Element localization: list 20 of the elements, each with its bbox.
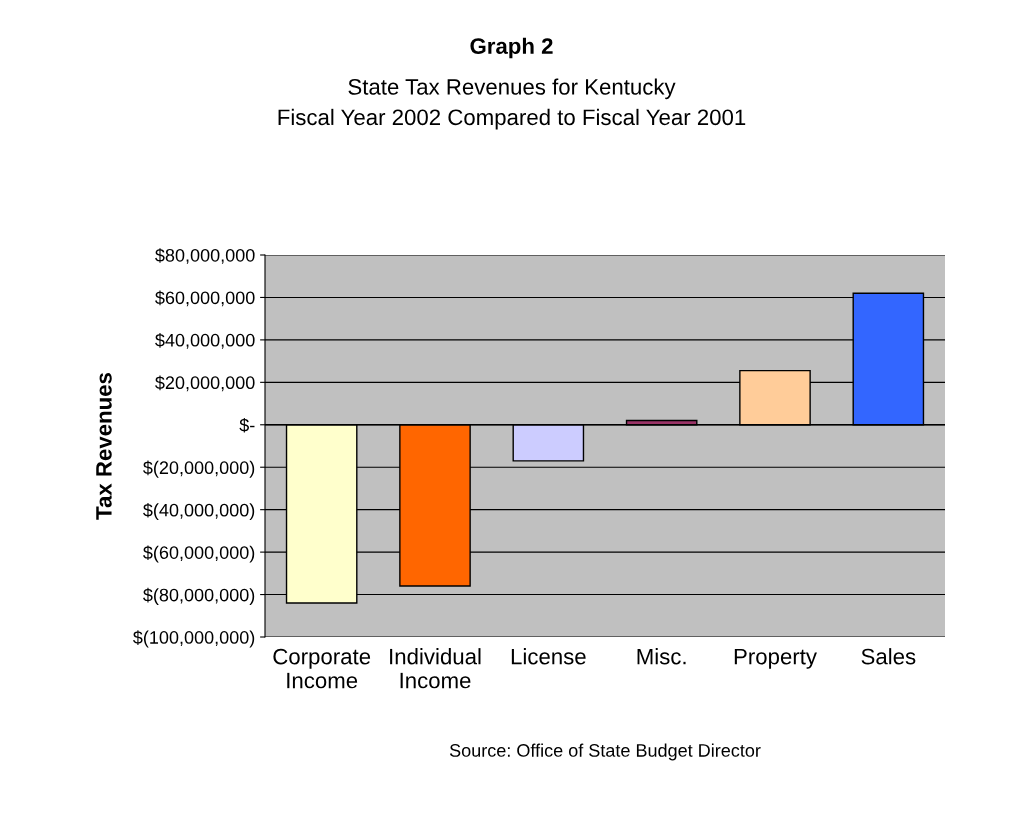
y-tick-label: $60,000,000 xyxy=(155,290,255,307)
y-tick-label: $(100,000,000) xyxy=(133,630,255,648)
y-tick-label: $20,000,000 xyxy=(155,375,255,392)
y-axis-title: Tax Revenues xyxy=(96,373,112,520)
y-tick-label: $80,000,000 xyxy=(155,248,255,264)
y-tick-label: $(20,000,000) xyxy=(143,460,255,478)
chart-title: Graph 2 xyxy=(470,37,553,59)
y-tick-label: $(80,000,000) xyxy=(143,587,255,605)
y-tick-label: $(40,000,000) xyxy=(143,502,255,521)
y-tick-label: $- xyxy=(239,417,255,433)
x-tick-label: Misc. xyxy=(637,648,686,665)
x-tick-label: Corporate Income xyxy=(273,648,371,689)
chart-subtitle: State Tax Revenues for Kentucky Fiscal Year 2002 Compared to Fiscal Year 2001 xyxy=(278,78,746,130)
x-tick-label: Individual Income xyxy=(390,648,481,689)
x-tick-label: License xyxy=(511,648,586,665)
x-tick-label: Sales xyxy=(861,648,916,665)
x-tick-label: Property xyxy=(734,648,817,669)
source-note: Source: Office of State Budget Director xyxy=(449,743,761,761)
y-tick-label: $(60,000,000) xyxy=(143,545,255,563)
y-tick-label: $40,000,000 xyxy=(155,333,255,349)
